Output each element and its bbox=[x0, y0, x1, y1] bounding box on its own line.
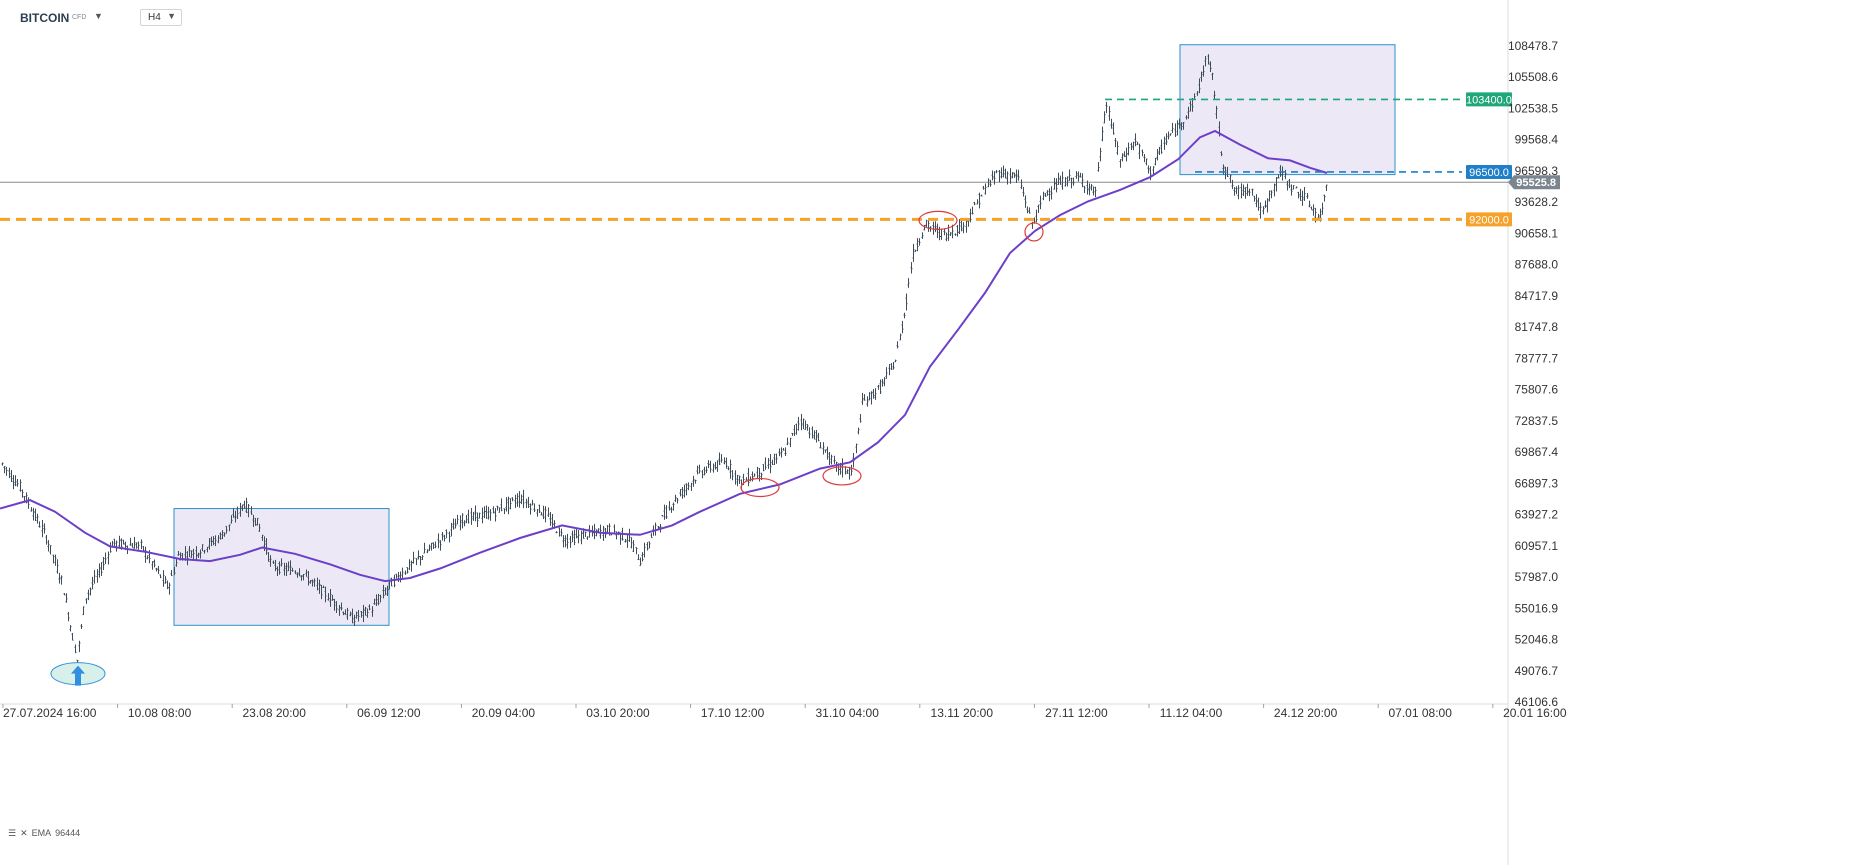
y-tick-label: 105508.6 bbox=[1508, 70, 1558, 84]
highlight-ellipse-2 bbox=[822, 466, 862, 486]
x-tick-label: 10.08 08:00 bbox=[128, 706, 192, 720]
timeframe-value: H4 bbox=[148, 12, 161, 23]
y-tick-label: 55016.9 bbox=[1515, 601, 1559, 615]
highlight-ellipse-1 bbox=[740, 477, 780, 498]
x-tick-label: 31.10 04:00 bbox=[815, 706, 879, 720]
y-tick-label: 52046.8 bbox=[1515, 633, 1559, 647]
level-tag-96500.0 bbox=[1466, 164, 1512, 179]
shaded-zone-2 bbox=[1179, 44, 1396, 176]
y-tick-label: 96598.3 bbox=[1515, 164, 1559, 178]
shaded-zone-1 bbox=[173, 508, 390, 626]
level-tag-text-103400.0: 103400.0 bbox=[1466, 94, 1512, 106]
x-tick-label: 27.11 12:00 bbox=[1045, 706, 1108, 720]
y-tick-label: 87688.0 bbox=[1515, 258, 1559, 272]
y-tick-label: 102538.5 bbox=[1508, 101, 1558, 115]
level-tag-text-96500.0: 96500.0 bbox=[1469, 167, 1509, 179]
symbol-dropdown-icon[interactable]: ▼ bbox=[94, 11, 103, 21]
y-tick-label: 78777.7 bbox=[1515, 351, 1559, 365]
y-tick-label: 99568.4 bbox=[1515, 133, 1559, 147]
highlight-ellipse-4 bbox=[1024, 222, 1044, 242]
y-tick-label: 93628.2 bbox=[1515, 195, 1559, 209]
symbol-name[interactable]: BITCOIN bbox=[20, 11, 70, 25]
ema-line bbox=[0, 129, 1328, 583]
y-tick-label: 63927.2 bbox=[1515, 508, 1559, 522]
y-tick-label: 72837.5 bbox=[1515, 414, 1559, 428]
x-tick-label: 06.09 12:00 bbox=[357, 706, 421, 720]
chevron-down-icon: ▼ bbox=[167, 11, 176, 21]
y-tick-label: 90658.1 bbox=[1515, 226, 1559, 240]
x-tick-label: 11.12 04:00 bbox=[1160, 706, 1223, 720]
timeframe-select[interactable]: H4 ▼ bbox=[140, 9, 182, 26]
y-tick-label: 49076.7 bbox=[1515, 664, 1559, 678]
y-tick-label: 46106.6 bbox=[1515, 695, 1559, 709]
settings-icon[interactable]: ☰ bbox=[8, 828, 17, 838]
indicator-legend: ☰ ✕ EMA 96444 bbox=[6, 828, 87, 839]
x-tick-label: 17.10 12:00 bbox=[701, 706, 765, 720]
level-tag-text-92000.0: 92000.0 bbox=[1469, 214, 1509, 226]
close-icon[interactable]: ✕ bbox=[20, 828, 28, 838]
x-tick-label: 20.01 16:00 bbox=[1503, 706, 1567, 720]
highlight-ellipse-3 bbox=[918, 210, 958, 230]
x-tick-label: 13.11 20:00 bbox=[931, 706, 994, 720]
arrow-up-icon bbox=[71, 665, 85, 686]
x-tick-label: 20.09 04:00 bbox=[472, 706, 536, 720]
y-tick-label: 75807.6 bbox=[1515, 383, 1559, 397]
indicator-value: 96444 bbox=[55, 828, 81, 838]
symbol-type: CFD bbox=[72, 14, 87, 21]
y-tick-label: 66897.3 bbox=[1515, 476, 1559, 490]
y-tick-label: 57987.0 bbox=[1515, 570, 1559, 584]
x-tick-label: 24.12 20:00 bbox=[1274, 706, 1338, 720]
indicator-name: EMA bbox=[31, 828, 52, 838]
x-tick-label: 03.10 20:00 bbox=[586, 706, 650, 720]
x-tick-label: 07.01 08:00 bbox=[1388, 706, 1452, 720]
level-tag-103400.0 bbox=[1466, 92, 1512, 107]
current-price-text: 95525.8 bbox=[1516, 177, 1556, 189]
y-tick-label: 108478.7 bbox=[1508, 39, 1558, 53]
x-tick-label: 27.07.2024 16:00 bbox=[3, 706, 97, 720]
y-tick-label: 81747.8 bbox=[1515, 320, 1559, 334]
chart-toolbar: BITCOIN CFD ▼ H4 ▼ bbox=[0, 0, 1866, 32]
y-tick-label: 69867.4 bbox=[1515, 445, 1559, 459]
level-tag-92000.0 bbox=[1466, 212, 1512, 227]
y-tick-label: 84717.9 bbox=[1515, 289, 1559, 303]
current-price-tag bbox=[1508, 175, 1560, 190]
x-tick-label: 23.08 20:00 bbox=[242, 706, 306, 720]
y-tick-label: 60957.1 bbox=[1515, 539, 1559, 553]
